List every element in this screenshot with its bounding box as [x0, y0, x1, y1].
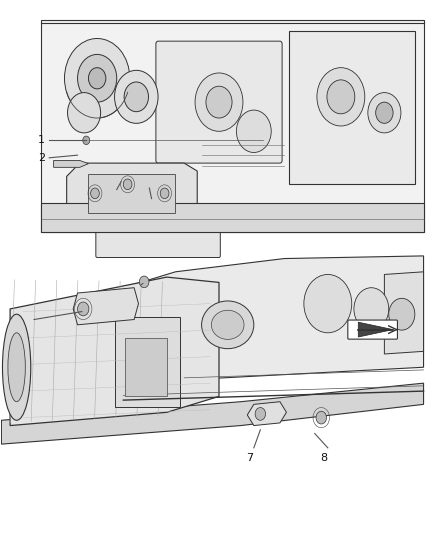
Text: 8: 8 [320, 453, 327, 463]
Circle shape [88, 68, 106, 89]
Circle shape [123, 179, 132, 190]
Circle shape [376, 102, 393, 123]
Circle shape [195, 73, 243, 131]
Circle shape [317, 68, 365, 126]
FancyBboxPatch shape [348, 320, 397, 339]
Polygon shape [53, 160, 88, 167]
Text: 4: 4 [140, 193, 147, 204]
Circle shape [91, 188, 99, 199]
Circle shape [139, 276, 149, 288]
Text: 5: 5 [26, 325, 33, 335]
Circle shape [160, 188, 169, 199]
Polygon shape [385, 272, 424, 354]
Circle shape [124, 82, 148, 112]
Bar [41, 20, 424, 232]
Circle shape [67, 93, 101, 133]
Polygon shape [73, 288, 138, 325]
Polygon shape [67, 163, 197, 224]
Ellipse shape [389, 298, 415, 330]
Circle shape [83, 136, 90, 144]
Text: 1: 1 [38, 135, 45, 146]
Polygon shape [10, 277, 219, 425]
Bar [41, 203, 424, 232]
Text: 6: 6 [133, 290, 140, 301]
Circle shape [78, 54, 117, 102]
Circle shape [255, 408, 265, 420]
Polygon shape [1, 383, 424, 444]
Ellipse shape [8, 333, 25, 402]
Ellipse shape [3, 314, 31, 420]
Circle shape [206, 86, 232, 118]
Circle shape [327, 80, 355, 114]
Circle shape [64, 38, 130, 118]
Circle shape [115, 70, 158, 123]
Bar [115, 317, 180, 407]
Circle shape [316, 411, 326, 424]
FancyBboxPatch shape [156, 41, 282, 163]
Text: 2: 2 [38, 153, 45, 163]
Polygon shape [247, 402, 286, 425]
Text: 7: 7 [246, 453, 253, 463]
Ellipse shape [304, 274, 352, 333]
Polygon shape [123, 256, 424, 383]
Circle shape [368, 93, 401, 133]
Polygon shape [358, 322, 393, 337]
Ellipse shape [201, 301, 254, 349]
Text: 3: 3 [106, 184, 113, 195]
Ellipse shape [212, 310, 244, 340]
Circle shape [237, 110, 271, 152]
Bar [125, 338, 167, 397]
FancyBboxPatch shape [96, 229, 220, 257]
Bar [88, 174, 176, 214]
Bar [289, 30, 415, 184]
Ellipse shape [354, 288, 389, 330]
Circle shape [78, 302, 89, 316]
